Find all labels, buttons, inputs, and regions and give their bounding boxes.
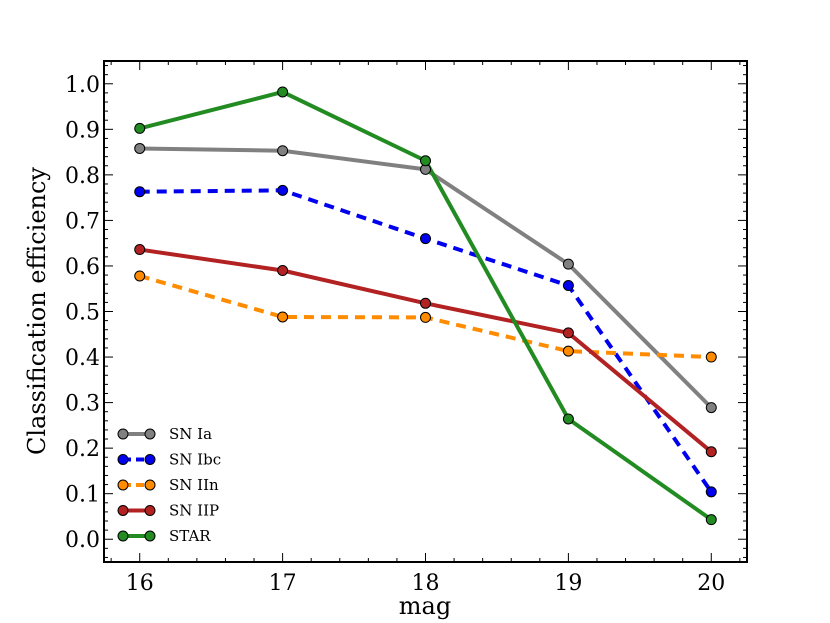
data-point-sn-iin [705, 351, 717, 363]
legend-marker-sn-ibc [117, 454, 129, 465]
data-point-sn-ia [562, 258, 574, 270]
y-axis-label: Classification efficiency [23, 167, 51, 455]
legend-label-sn-ibc: SN Ibc [169, 451, 221, 469]
y-tick-label: 0.3 [65, 392, 100, 417]
tick-labels: 16 17 18 19 20 0.0 0.1 0.2 0.3 0.4 0.5 0.6 0.7 0.8 0.9… [65, 73, 725, 596]
y-tick-label: 0.7 [65, 209, 100, 234]
data-point-sn-iin [134, 270, 146, 282]
series-markers [134, 86, 717, 526]
x-tick-label: 16 [126, 571, 154, 596]
data-point-sn-ibc [705, 486, 717, 498]
data-point-sn-ibc [562, 280, 574, 292]
data-point-sn-iip [420, 297, 431, 309]
x-axis-label: mag [399, 592, 451, 620]
legend-marker-star [144, 530, 156, 542]
data-point-star [134, 122, 146, 134]
data-point-star [277, 86, 289, 98]
legend: SN Ia SN Ibc SN IIn SN IIP STAR [117, 425, 221, 545]
data-point-sn-iin [420, 311, 431, 323]
y-tick-label: 0.9 [65, 118, 100, 143]
data-point-sn-iin [562, 345, 574, 357]
legend-marker-star [117, 530, 129, 542]
y-tick-label: 0.8 [65, 164, 100, 189]
y-tick-label: 0.1 [65, 483, 100, 508]
data-point-sn-ibc [420, 233, 431, 245]
y-tick-label: 0.0 [65, 528, 100, 553]
legend-marker-sn-iin [144, 479, 156, 491]
legend-marker-sn-iin [117, 479, 129, 491]
data-point-star [420, 155, 431, 167]
data-point-sn-iip [277, 265, 289, 277]
data-point-star [705, 514, 717, 526]
legend-marker-sn-ia [117, 428, 129, 440]
data-point-sn-ibc [277, 184, 289, 196]
data-point-sn-iip [705, 446, 717, 458]
x-tick-label: 19 [554, 571, 582, 596]
y-tick-label: 0.2 [65, 437, 100, 462]
legend-marker-sn-iip [144, 505, 156, 516]
y-tick-label: 0.4 [65, 346, 100, 371]
plot-frame [103, 60, 748, 563]
legend-marker-sn-iip [117, 505, 129, 516]
data-point-sn-ia [134, 142, 146, 154]
data-point-sn-iip [562, 327, 574, 339]
data-point-star [562, 413, 574, 425]
x-tick-label: 18 [412, 571, 440, 596]
legend-label-sn-iip: SN IIP [169, 502, 219, 520]
y-tick-label: 1.0 [65, 73, 100, 98]
legend-marker-sn-ia [144, 428, 156, 440]
x-tick-label: 17 [269, 571, 297, 596]
plot-background [104, 61, 747, 562]
data-point-sn-iin [277, 311, 289, 323]
legend-marker-sn-ibc [144, 454, 156, 465]
data-point-sn-ia [705, 402, 717, 414]
legend-label-sn-iin: SN IIn [169, 476, 219, 494]
data-point-sn-ibc [134, 186, 146, 198]
y-tick-label: 0.5 [65, 301, 100, 326]
legend-label-sn-ia: SN Ia [169, 425, 212, 443]
data-point-sn-iip [134, 244, 146, 256]
x-tick-label: 20 [697, 571, 725, 596]
legend-label-star: STAR [169, 527, 211, 545]
data-point-sn-ia [277, 145, 289, 157]
y-tick-label: 0.6 [65, 255, 100, 280]
